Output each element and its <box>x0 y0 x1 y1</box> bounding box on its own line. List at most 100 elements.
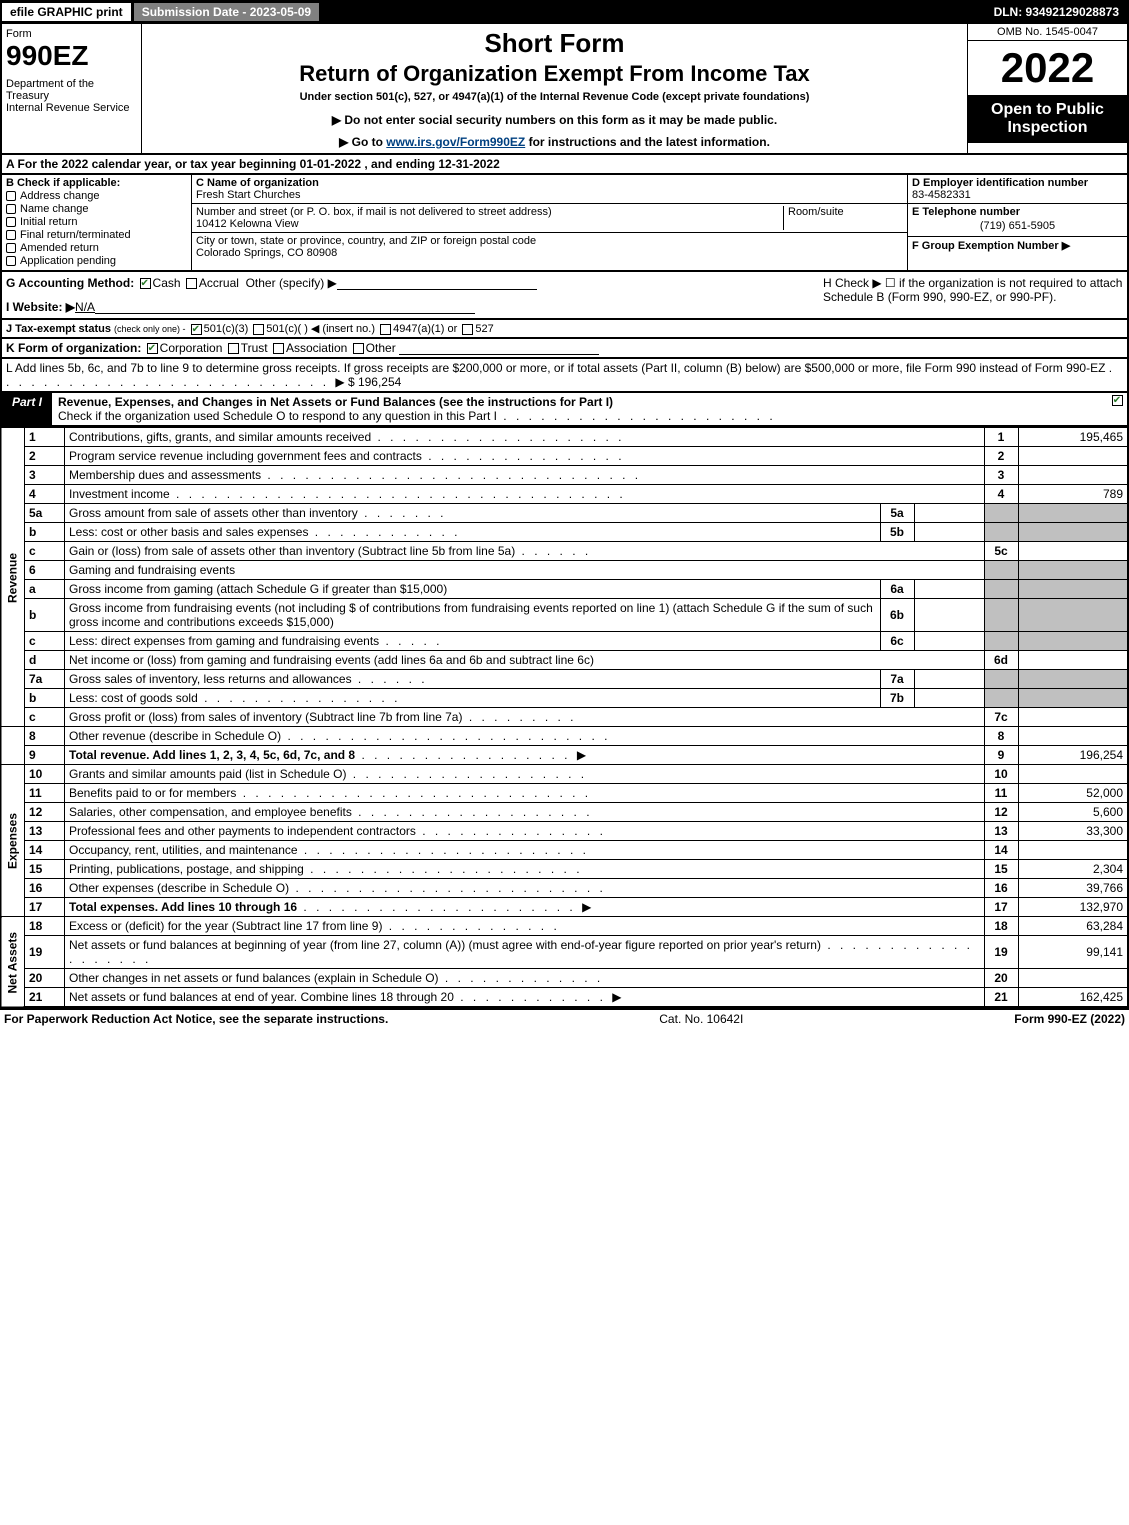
section-b-to-f: B Check if applicable: Address change Na… <box>0 175 1129 272</box>
line-7a-amount <box>914 670 984 689</box>
chk-accrual[interactable] <box>186 278 197 289</box>
cell-org-name: C Name of organization Fresh Start Churc… <box>192 175 907 204</box>
line-6a-amount <box>914 580 984 599</box>
line-1-amount: 195,465 <box>1018 428 1128 447</box>
chk-final-return[interactable]: Final return/terminated <box>6 229 187 241</box>
line-21-amount: 162,425 <box>1018 988 1128 1008</box>
phone-value: (719) 651-5905 <box>912 218 1123 234</box>
j-sub: (check only one) - <box>114 324 186 334</box>
line-5b-amount <box>914 523 984 542</box>
part1-tag: Part I <box>2 393 52 425</box>
line-14: 14 Occupancy, rent, utilities, and maint… <box>1 841 1128 860</box>
website-field[interactable] <box>95 300 475 314</box>
chk-association[interactable] <box>273 343 284 354</box>
efile-label[interactable]: efile GRAPHIC print <box>2 3 131 21</box>
line-21: 21 Net assets or fund balances at end of… <box>1 988 1128 1008</box>
org-name: Fresh Start Churches <box>196 189 301 201</box>
line-2-amount <box>1018 447 1128 466</box>
ssn-note: ▶ Do not enter social security numbers o… <box>146 113 963 127</box>
line-7b-amount <box>914 689 984 708</box>
col-b-checkboxes: B Check if applicable: Address change Na… <box>2 175 192 270</box>
chk-application-pending[interactable]: Application pending <box>6 255 187 267</box>
goto-post: for instructions and the latest informat… <box>525 135 770 149</box>
chk-corporation[interactable] <box>147 343 158 354</box>
return-title: Return of Organization Exempt From Incom… <box>146 61 963 87</box>
line-3: 3 Membership dues and assessments . . . … <box>1 466 1128 485</box>
checkbox-icon <box>6 217 16 227</box>
line-6c: c Less: direct expenses from gaming and … <box>1 632 1128 651</box>
chk-501c3[interactable] <box>191 324 202 335</box>
cell-group-exemption: F Group Exemption Number ▶ <box>908 237 1127 254</box>
line-4: 4 Investment income . . . . . . . . . . … <box>1 485 1128 504</box>
line-16: 16 Other expenses (describe in Schedule … <box>1 879 1128 898</box>
open-inspection: Open to Public Inspection <box>968 95 1127 143</box>
part1-schedule-o-check[interactable] <box>1107 393 1127 425</box>
chk-address-change[interactable]: Address change <box>6 190 187 202</box>
form-word: Form <box>6 28 137 40</box>
line-5a: 5a Gross amount from sale of assets othe… <box>1 504 1128 523</box>
goto-link[interactable]: www.irs.gov/Form990EZ <box>386 135 525 149</box>
chk-527[interactable] <box>462 324 473 335</box>
line-20: 20 Other changes in net assets or fund b… <box>1 969 1128 988</box>
line-19: 19 Net assets or fund balances at beginn… <box>1 936 1128 969</box>
line-7b: b Less: cost of goods sold . . . . . . .… <box>1 689 1128 708</box>
j-label: J Tax-exempt status <box>6 323 111 335</box>
city-value: Colorado Springs, CO 80908 <box>196 247 337 259</box>
line-13-amount: 33,300 <box>1018 822 1128 841</box>
line-6d: d Net income or (loss) from gaming and f… <box>1 651 1128 670</box>
line-17: 17 Total expenses. Add lines 10 through … <box>1 898 1128 917</box>
addr-label: Number and street (or P. O. box, if mail… <box>196 206 552 218</box>
other-specify-field[interactable] <box>337 276 537 290</box>
netassets-label: Net Assets <box>1 917 25 1008</box>
chk-501c[interactable] <box>253 324 264 335</box>
line-6b: b Gross income from fundraising events (… <box>1 599 1128 632</box>
org-name-label: C Name of organization <box>196 177 319 189</box>
footer-catalog: Cat. No. 10642I <box>388 1012 1014 1026</box>
part1-table: Revenue 1 Contributions, gifts, grants, … <box>0 427 1129 1008</box>
form-header: Form 990EZ Department of the TreasuryInt… <box>0 24 1129 155</box>
other-org-field[interactable] <box>399 341 599 355</box>
header-left: Form 990EZ Department of the TreasuryInt… <box>2 24 142 153</box>
addr-value: 10412 Kelowna View <box>196 218 299 230</box>
chk-other-org[interactable] <box>353 343 364 354</box>
header-mid: Short Form Return of Organization Exempt… <box>142 24 967 153</box>
page-footer: For Paperwork Reduction Act Notice, see … <box>0 1008 1129 1028</box>
h-text: H Check ▶ ☐ if the organization is not r… <box>823 276 1122 304</box>
line-6d-amount <box>1018 651 1128 670</box>
group-exemption-label: F Group Exemption Number ▶ <box>912 240 1070 252</box>
cell-city: City or town, state or province, country… <box>192 233 907 261</box>
top-bar: efile GRAPHIC print Submission Date - 20… <box>0 0 1129 24</box>
l-text: L Add lines 5b, 6c, and 7b to line 9 to … <box>6 361 1105 375</box>
checkbox-icon <box>6 204 16 214</box>
cell-address: Number and street (or P. O. box, if mail… <box>192 204 907 233</box>
checkbox-icon <box>6 191 16 201</box>
row-g-left: G Accounting Method: Cash Accrual Other … <box>6 276 823 314</box>
line-17-amount: 132,970 <box>1018 898 1128 917</box>
ein-value: 83-4582331 <box>912 189 971 201</box>
checkbox-icon <box>6 256 16 266</box>
cell-ein: D Employer identification number 83-4582… <box>908 175 1127 204</box>
checkbox-icon <box>1112 395 1123 406</box>
line-11: 11 Benefits paid to or for members . . .… <box>1 784 1128 803</box>
chk-4947[interactable] <box>380 324 391 335</box>
line-5a-amount <box>914 504 984 523</box>
chk-name-change[interactable]: Name change <box>6 203 187 215</box>
header-right: OMB No. 1545-0047 2022 Open to Public In… <box>967 24 1127 153</box>
col-b-title: B Check if applicable: <box>6 177 187 189</box>
col-d-e-f: D Employer identification number 83-4582… <box>907 175 1127 270</box>
chk-initial-return[interactable]: Initial return <box>6 216 187 228</box>
line-10-amount <box>1018 765 1128 784</box>
row-i: I Website: ▶N/A <box>6 300 823 314</box>
row-a-tax-year: A For the 2022 calendar year, or tax yea… <box>0 155 1129 175</box>
expenses-label: Expenses <box>1 765 25 917</box>
chk-amended-return[interactable]: Amended return <box>6 242 187 254</box>
chk-trust[interactable] <box>228 343 239 354</box>
line-3-amount <box>1018 466 1128 485</box>
footer-left: For Paperwork Reduction Act Notice, see … <box>4 1012 388 1026</box>
line-2: 2 Program service revenue including gove… <box>1 447 1128 466</box>
phone-label: E Telephone number <box>912 206 1020 218</box>
ein-label: D Employer identification number <box>912 177 1088 189</box>
chk-cash[interactable] <box>140 278 151 289</box>
cell-phone: E Telephone number (719) 651-5905 <box>908 204 1127 237</box>
line-7c-amount <box>1018 708 1128 727</box>
